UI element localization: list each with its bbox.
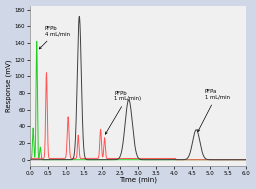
- X-axis label: Time (min): Time (min): [119, 177, 157, 184]
- Text: PFPb
4 mL/min: PFPb 4 mL/min: [39, 26, 70, 49]
- Y-axis label: Response (mV): Response (mV): [6, 60, 12, 112]
- Text: PFPa
1 mL/min: PFPa 1 mL/min: [198, 89, 230, 132]
- Text: PFPb
1 mL/min): PFPb 1 mL/min): [105, 91, 142, 134]
